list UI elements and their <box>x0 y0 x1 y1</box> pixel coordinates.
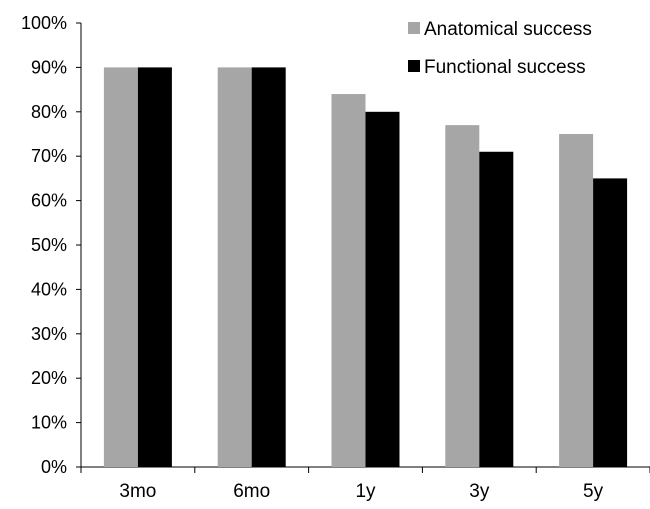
y-tick-label: 70% <box>31 146 67 166</box>
y-axis: 0% 10% 20% 30% 40% 50% 60% 70% 80% 90% 100% <box>21 13 82 477</box>
x-axis: 3mo 6mo 1y 3y 5y <box>80 466 650 502</box>
x-tick-label: 3y <box>469 481 490 502</box>
x-tick-label: 1y <box>355 481 376 502</box>
bar-functional-6mo <box>251 67 286 468</box>
bar-functional-1y <box>365 111 400 468</box>
y-tick-label: 80% <box>31 102 67 122</box>
legend-swatch <box>408 60 420 72</box>
y-tick-label: 60% <box>31 191 67 211</box>
legend-swatch <box>408 22 420 34</box>
y-tick-label: 100% <box>21 13 67 33</box>
y-tick-label: 0% <box>41 457 67 477</box>
y-tick-label: 40% <box>31 279 67 299</box>
legend-label: Anatomical success <box>424 19 592 40</box>
bar-functional-3y <box>479 151 514 467</box>
x-tick-label: 6mo <box>233 481 270 502</box>
bar-anatomical-3y <box>445 125 480 468</box>
y-tick-label: 50% <box>31 235 67 255</box>
x-tick-label: 3mo <box>119 481 156 502</box>
legend-label: Functional success <box>424 57 586 78</box>
bar-anatomical-5y <box>559 134 594 467</box>
bar-functional-5y <box>593 178 628 467</box>
y-tick-label: 30% <box>31 324 67 344</box>
y-tick-label: 20% <box>31 368 67 388</box>
legend: Anatomical success Functional success <box>408 19 592 78</box>
y-tick-label: 90% <box>31 57 67 77</box>
y-tick-label: 10% <box>31 413 67 433</box>
bar-anatomical-1y <box>331 94 366 467</box>
bars <box>103 67 628 468</box>
bar-functional-3mo <box>137 67 172 468</box>
x-tick-label: 5y <box>583 481 604 502</box>
bar-anatomical-6mo <box>217 67 252 468</box>
bar-anatomical-3mo <box>103 67 138 468</box>
